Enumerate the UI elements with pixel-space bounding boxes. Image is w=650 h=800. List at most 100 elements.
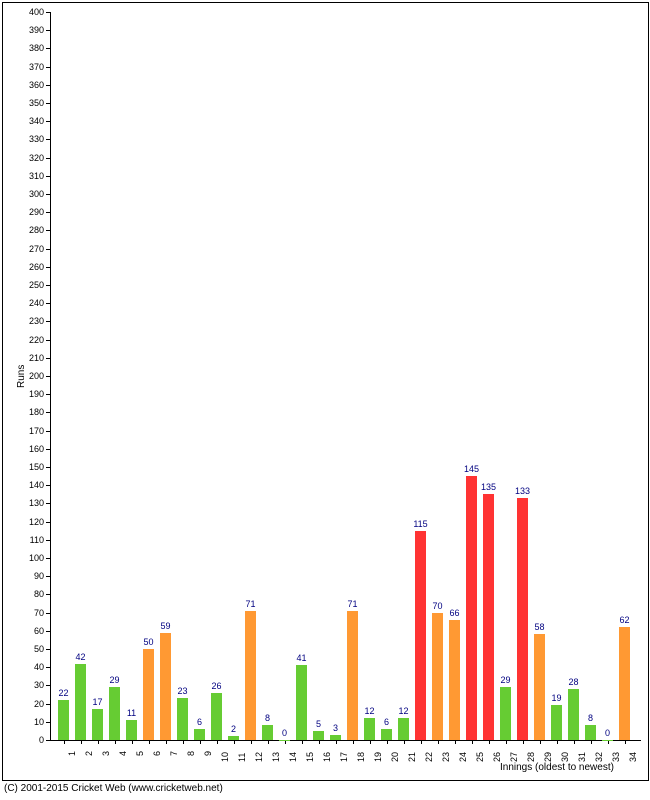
x-tick-mark: [387, 740, 388, 744]
bar-value-label: 17: [88, 697, 107, 707]
y-tick-label: 50: [20, 644, 44, 654]
y-tick-mark: [46, 67, 50, 68]
y-tick-label: 190: [20, 389, 44, 399]
x-tick-mark: [64, 740, 65, 744]
y-tick-mark: [46, 394, 50, 395]
x-tick-mark: [353, 740, 354, 744]
bar-value-label: 11: [122, 708, 141, 718]
x-tick-label: 9: [203, 751, 213, 756]
x-tick-mark: [489, 740, 490, 744]
copyright-text: (C) 2001-2015 Cricket Web (www.cricketwe…: [4, 783, 223, 794]
x-tick-label: 5: [135, 751, 145, 756]
bar: [330, 735, 341, 740]
bar: [449, 620, 460, 740]
y-tick-mark: [46, 704, 50, 705]
y-tick-label: 0: [20, 735, 44, 745]
y-tick-mark: [46, 358, 50, 359]
y-tick-label: 210: [20, 353, 44, 363]
x-tick-mark: [421, 740, 422, 744]
bar-value-label: 12: [360, 706, 379, 716]
x-tick-mark: [183, 740, 184, 744]
y-tick-label: 310: [20, 171, 44, 181]
x-tick-mark: [557, 740, 558, 744]
y-tick-mark: [46, 485, 50, 486]
x-tick-label: 13: [271, 752, 281, 762]
y-tick-mark: [46, 267, 50, 268]
bar-value-label: 12: [394, 706, 413, 716]
x-tick-label: 19: [373, 752, 383, 762]
y-tick-mark: [46, 631, 50, 632]
bar-value-label: 26: [207, 681, 226, 691]
bar: [466, 476, 477, 740]
y-tick-label: 180: [20, 407, 44, 417]
y-tick-label: 360: [20, 80, 44, 90]
x-tick-mark: [404, 740, 405, 744]
y-tick-mark: [46, 649, 50, 650]
x-tick-mark: [438, 740, 439, 744]
x-tick-label: 10: [220, 752, 230, 762]
bar: [177, 698, 188, 740]
x-tick-label: 29: [543, 752, 553, 762]
y-tick-label: 40: [20, 662, 44, 672]
y-tick-label: 160: [20, 444, 44, 454]
y-tick-label: 30: [20, 680, 44, 690]
x-tick-mark: [370, 740, 371, 744]
y-tick-mark: [46, 321, 50, 322]
bar-value-label: 71: [343, 599, 362, 609]
x-tick-mark: [200, 740, 201, 744]
x-tick-label: 14: [288, 752, 298, 762]
x-tick-mark: [523, 740, 524, 744]
bar: [58, 700, 69, 740]
x-tick-mark: [132, 740, 133, 744]
y-tick-mark: [46, 467, 50, 468]
y-tick-mark: [46, 249, 50, 250]
x-tick-label: 34: [628, 752, 638, 762]
y-tick-mark: [46, 740, 50, 741]
x-tick-label: 31: [577, 752, 587, 762]
x-tick-label: 24: [458, 752, 468, 762]
y-tick-label: 150: [20, 462, 44, 472]
y-tick-mark: [46, 12, 50, 13]
x-tick-label: 20: [390, 752, 400, 762]
x-tick-label: 28: [526, 752, 536, 762]
bar: [245, 611, 256, 740]
bar: [364, 718, 375, 740]
x-tick-label: 25: [475, 752, 485, 762]
x-tick-label: 17: [339, 752, 349, 762]
y-tick-mark: [46, 230, 50, 231]
y-tick-mark: [46, 340, 50, 341]
y-tick-label: 400: [20, 7, 44, 17]
bar: [585, 725, 596, 740]
bar: [194, 729, 205, 740]
y-tick-mark: [46, 103, 50, 104]
bar: [262, 725, 273, 740]
bar: [415, 531, 426, 740]
bar: [534, 634, 545, 740]
x-tick-label: 6: [152, 751, 162, 756]
y-tick-label: 250: [20, 280, 44, 290]
x-tick-mark: [81, 740, 82, 744]
bar-value-label: 8: [258, 713, 277, 723]
x-tick-label: 26: [492, 752, 502, 762]
x-tick-mark: [540, 740, 541, 744]
x-tick-label: 32: [594, 752, 604, 762]
y-tick-mark: [46, 30, 50, 31]
x-tick-label: 8: [186, 751, 196, 756]
x-tick-label: 21: [407, 752, 417, 762]
y-tick-label: 110: [20, 535, 44, 545]
y-tick-mark: [46, 48, 50, 49]
bar: [228, 736, 239, 740]
x-tick-label: 2: [84, 751, 94, 756]
y-tick-mark: [46, 121, 50, 122]
x-tick-mark: [302, 740, 303, 744]
bar-value-label: 58: [530, 622, 549, 632]
y-tick-label: 170: [20, 426, 44, 436]
y-tick-mark: [46, 522, 50, 523]
bar-value-label: 145: [462, 464, 481, 474]
y-tick-label: 270: [20, 244, 44, 254]
y-tick-label: 90: [20, 571, 44, 581]
bar: [381, 729, 392, 740]
y-tick-label: 350: [20, 98, 44, 108]
bar-value-label: 59: [156, 621, 175, 631]
y-tick-mark: [46, 685, 50, 686]
